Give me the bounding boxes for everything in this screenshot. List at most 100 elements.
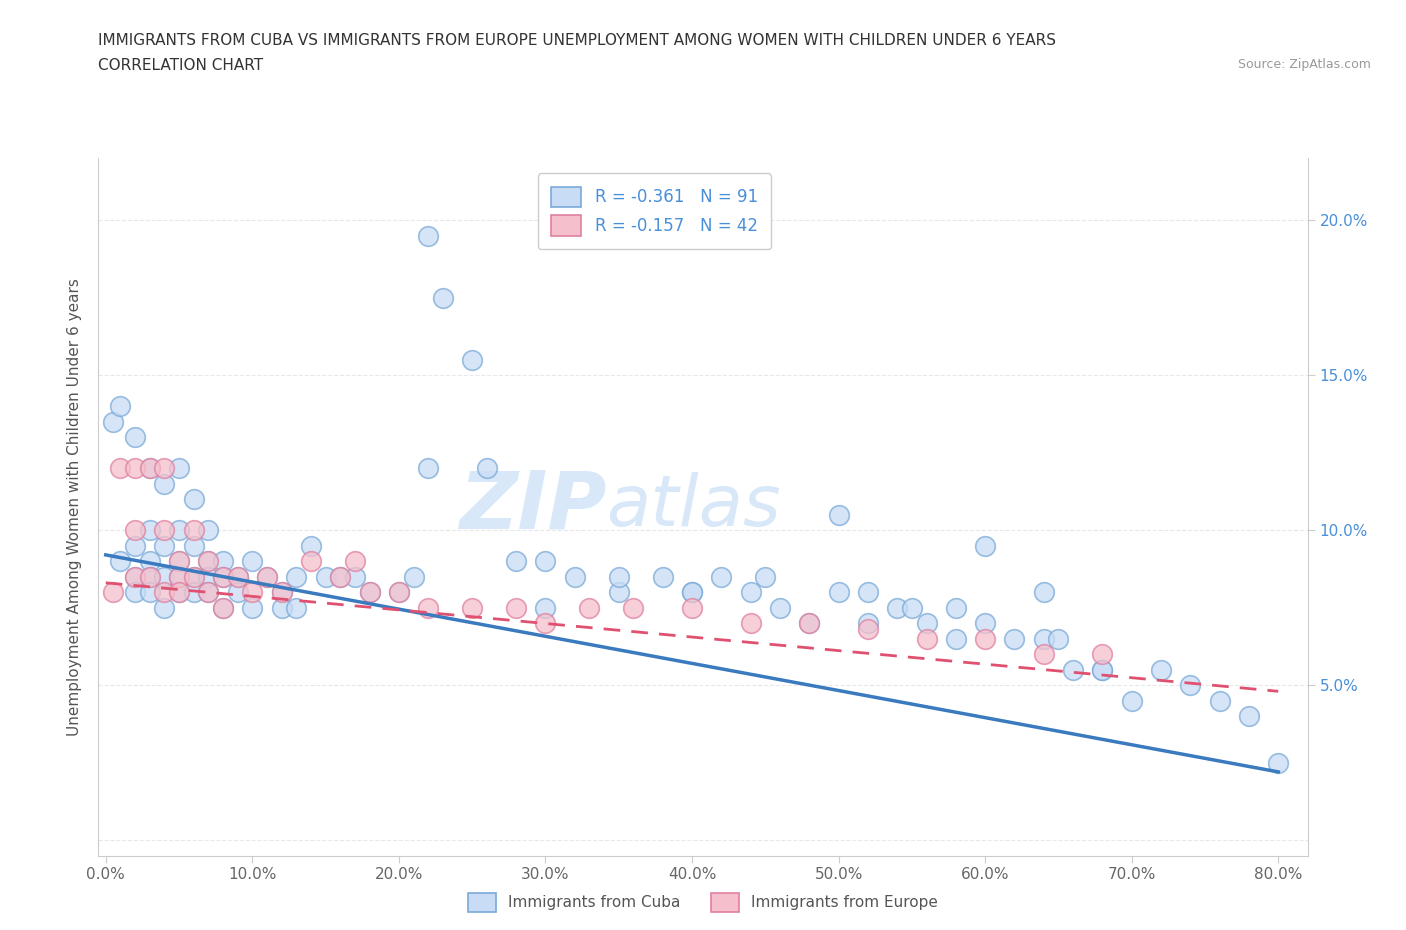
Point — [212, 569, 235, 584]
Point — [799, 616, 821, 631]
Point — [740, 616, 762, 631]
Point — [240, 600, 263, 615]
Point — [740, 585, 762, 600]
Point — [212, 600, 235, 615]
Point — [1237, 709, 1260, 724]
Point — [315, 569, 337, 584]
Point — [124, 460, 146, 475]
Point — [167, 585, 190, 600]
Point — [167, 585, 190, 600]
Point — [167, 569, 190, 584]
Point — [212, 600, 235, 615]
Point — [124, 430, 146, 445]
Point — [505, 553, 527, 568]
Point — [359, 585, 381, 600]
Point — [138, 569, 160, 584]
Point — [578, 600, 600, 615]
Point — [827, 507, 849, 522]
Point — [505, 600, 527, 615]
Y-axis label: Unemployment Among Women with Children Under 6 years: Unemployment Among Women with Children U… — [67, 278, 83, 736]
Point — [1121, 693, 1143, 708]
Point — [299, 538, 322, 553]
Point — [827, 585, 849, 600]
Point — [153, 523, 176, 538]
Point — [901, 600, 924, 615]
Point — [270, 585, 292, 600]
Point — [886, 600, 908, 615]
Point — [856, 622, 879, 637]
Point — [945, 631, 967, 646]
Point — [167, 460, 190, 475]
Text: IMMIGRANTS FROM CUBA VS IMMIGRANTS FROM EUROPE UNEMPLOYMENT AMONG WOMEN WITH CHI: IMMIGRANTS FROM CUBA VS IMMIGRANTS FROM … — [98, 33, 1056, 47]
Point — [240, 585, 263, 600]
Point — [1091, 662, 1114, 677]
Point — [974, 538, 997, 553]
Point — [856, 585, 879, 600]
Point — [124, 569, 146, 584]
Point — [329, 569, 352, 584]
Point — [167, 523, 190, 538]
Point — [1150, 662, 1173, 677]
Point — [285, 600, 308, 615]
Point — [197, 553, 219, 568]
Point — [388, 585, 411, 600]
Point — [197, 585, 219, 600]
Point — [856, 616, 879, 631]
Point — [710, 569, 733, 584]
Point — [1047, 631, 1070, 646]
Point — [226, 585, 249, 600]
Point — [197, 523, 219, 538]
Point — [153, 476, 176, 491]
Point — [226, 569, 249, 584]
Point — [153, 538, 176, 553]
Point — [138, 569, 160, 584]
Point — [359, 585, 381, 600]
Point — [945, 600, 967, 615]
Point — [183, 569, 205, 584]
Point — [461, 600, 484, 615]
Point — [167, 569, 190, 584]
Point — [270, 585, 292, 600]
Point — [167, 553, 190, 568]
Point — [915, 631, 938, 646]
Point — [299, 553, 322, 568]
Text: CORRELATION CHART: CORRELATION CHART — [98, 58, 263, 73]
Point — [534, 553, 557, 568]
Point — [138, 585, 160, 600]
Point — [799, 616, 821, 631]
Point — [607, 569, 630, 584]
Point — [256, 569, 278, 584]
Point — [124, 538, 146, 553]
Point — [343, 553, 366, 568]
Point — [153, 569, 176, 584]
Point — [110, 553, 132, 568]
Point — [197, 553, 219, 568]
Point — [110, 460, 132, 475]
Point — [285, 569, 308, 584]
Point — [101, 585, 124, 600]
Point — [138, 460, 160, 475]
Point — [212, 569, 235, 584]
Point — [138, 523, 160, 538]
Point — [197, 585, 219, 600]
Point — [681, 585, 703, 600]
Point — [1091, 646, 1114, 661]
Point — [1091, 662, 1114, 677]
Point — [183, 538, 205, 553]
Point — [1032, 585, 1054, 600]
Point — [183, 585, 205, 600]
Point — [621, 600, 644, 615]
Point — [974, 616, 997, 631]
Point — [101, 414, 124, 429]
Point — [607, 585, 630, 600]
Point — [974, 631, 997, 646]
Point — [256, 569, 278, 584]
Point — [153, 600, 176, 615]
Point — [110, 399, 132, 414]
Point — [651, 569, 673, 584]
Point — [153, 460, 176, 475]
Point — [1267, 755, 1289, 770]
Point — [124, 523, 146, 538]
Point — [769, 600, 792, 615]
Point — [402, 569, 425, 584]
